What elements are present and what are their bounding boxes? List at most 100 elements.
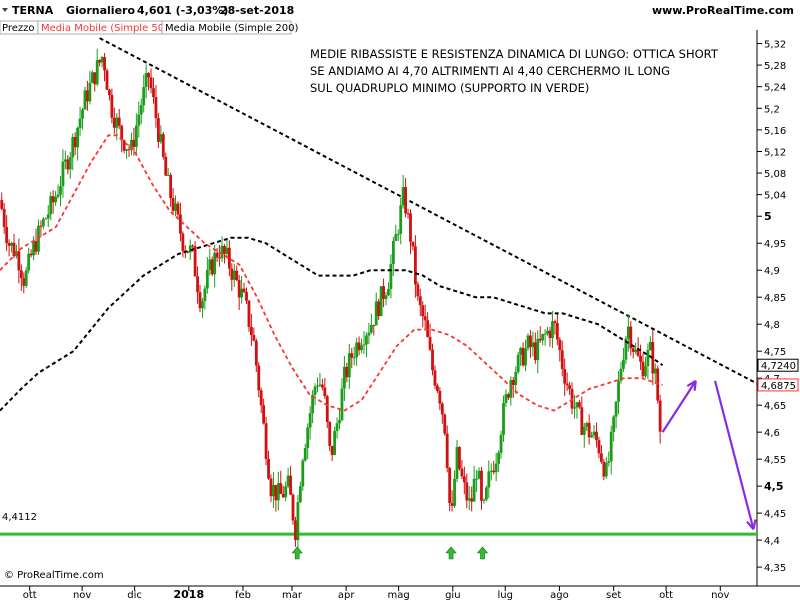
candle-body [399, 205, 403, 234]
symbol-menu-icon[interactable] [2, 8, 8, 12]
candle-body [433, 370, 437, 386]
candle-body [352, 357, 356, 359]
chart-header: TERNA Giornaliero 4,601 (-3,03%) 28-set-… [12, 4, 794, 17]
candle-body [548, 330, 552, 339]
candle-body [171, 197, 175, 211]
candle-body [568, 385, 571, 390]
candle-body [22, 278, 26, 286]
y-tick-label: 5,2 [764, 104, 780, 115]
ma50-line [0, 134, 663, 412]
candle-body [543, 333, 547, 335]
candle-body [404, 187, 407, 214]
candle-body [63, 159, 67, 162]
candle-body [169, 175, 173, 198]
y-tick-label: 4,75 [764, 347, 786, 358]
candle-body [225, 247, 229, 254]
candle-body [303, 448, 307, 461]
candle-body [156, 118, 160, 142]
candle-body [511, 380, 515, 386]
candle-body [51, 196, 55, 203]
x-tick-label: ott [659, 590, 673, 600]
candle-body [644, 366, 647, 377]
y-tick-label: 5,08 [764, 169, 786, 180]
x-tick-label: apr [338, 590, 355, 600]
y-tick-label: 4,45 [764, 509, 786, 520]
candle-body [560, 350, 564, 369]
candle-body [360, 345, 363, 351]
legend-ma200-box[interactable] [161, 20, 292, 35]
candle-body [428, 336, 432, 350]
x-axis: ott nov dic 2018 feb mar apr mag giu lug ago set ott… [23, 586, 730, 600]
candle-body [276, 483, 280, 501]
candle-body [154, 97, 158, 119]
candle-body [296, 502, 300, 541]
candle-body [614, 401, 618, 417]
support-value-label: 4,4112 [2, 512, 37, 523]
y-tick-label: 4,65 [764, 401, 786, 412]
candle-body [563, 368, 567, 384]
candle-body [281, 493, 285, 498]
x-tick-label: set [606, 590, 621, 600]
candle-body [472, 478, 476, 502]
candle-body [602, 461, 606, 477]
candle-body [338, 420, 341, 424]
candle-body [502, 402, 505, 435]
candle-body [122, 140, 126, 151]
candle-body [73, 137, 77, 148]
candle-body [267, 458, 270, 479]
candle-body [477, 470, 481, 479]
candle-body [227, 247, 231, 269]
candle-body [590, 435, 594, 438]
candle-body [49, 196, 53, 215]
header-date: 28-set-2018 [220, 4, 294, 17]
candle-body [487, 471, 491, 488]
candle-body [609, 431, 613, 462]
candle-body [600, 453, 603, 462]
forecast-arrows [661, 379, 757, 531]
candle-body [631, 348, 635, 352]
candle-body [365, 335, 368, 345]
candle-body [152, 88, 155, 98]
candle-body [504, 394, 508, 403]
candle-body [394, 234, 398, 241]
candle-body [166, 175, 170, 177]
y-tick-label: 5,04 [764, 191, 786, 202]
candle-body [565, 383, 569, 386]
x-tick-label: ott [23, 590, 37, 600]
candle-body [29, 253, 33, 256]
candle-body [656, 368, 660, 401]
y-tick-label: 5,12 [764, 147, 786, 158]
candle-body [382, 286, 385, 299]
candle-body [19, 270, 23, 279]
candle-body [648, 341, 652, 350]
candle-body [132, 139, 136, 147]
candle-body [198, 292, 202, 309]
candle-body [291, 494, 295, 521]
candle-body [335, 423, 339, 432]
candle-body [499, 434, 503, 453]
candle-body [546, 330, 549, 334]
candle-body [426, 320, 430, 337]
candle-body [374, 301, 378, 326]
candle-body [492, 470, 496, 473]
candle-body [235, 270, 239, 281]
candle-body [320, 384, 324, 388]
candle-body [110, 95, 114, 118]
candle-body [86, 90, 89, 102]
candle-body [242, 288, 246, 293]
candle-body [458, 447, 461, 469]
candle-body [651, 341, 655, 374]
candle-body [551, 321, 554, 339]
candle-body [137, 114, 141, 126]
forecast-arrow-head [686, 379, 697, 391]
candle-body [436, 385, 439, 391]
candle-body [2, 208, 6, 227]
x-tick-label: dic [127, 590, 142, 600]
candle-body [237, 280, 241, 298]
ma200-last-value: 4,7240 [761, 361, 796, 372]
candle-body [372, 324, 376, 326]
candle-body [577, 402, 581, 408]
ma50-last-value: 4,6875 [761, 381, 796, 392]
candle-body [438, 390, 442, 404]
